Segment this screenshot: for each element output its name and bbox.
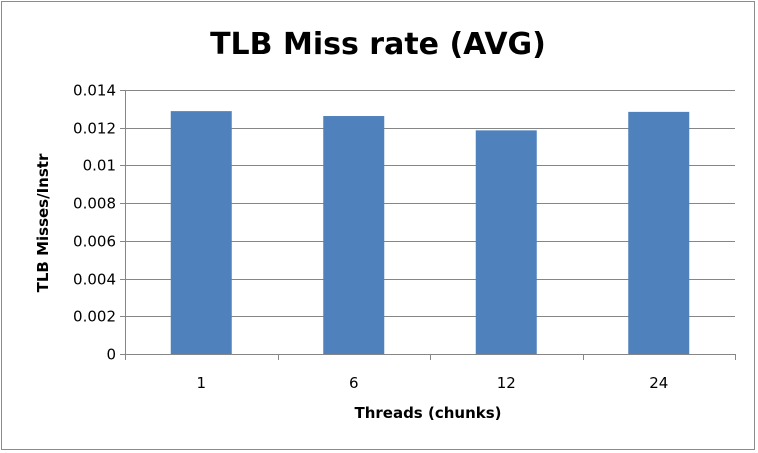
x-tick-label: 24 (649, 374, 668, 392)
y-tick-label: 0.004 (73, 271, 116, 289)
y-tick-label: 0 (106, 346, 116, 364)
y-axis-label: TLB Misses/Instr (34, 153, 52, 292)
bar-1 (170, 111, 232, 355)
bar-24 (628, 111, 690, 354)
bar-12 (475, 130, 537, 354)
y-tick-label: 0.008 (73, 195, 116, 213)
y-tick-label: 0.012 (73, 120, 116, 138)
x-tick-label: 6 (349, 374, 359, 392)
y-tick-label: 0.014 (73, 82, 116, 100)
y-tick-label: 0.01 (83, 157, 116, 175)
x-tick-label: 12 (497, 374, 516, 392)
bars (170, 111, 690, 355)
bar-6 (323, 116, 385, 354)
y-tick-labels: 0 0.002 0.004 0.006 0.008 0.01 0.012 0.014 (73, 82, 116, 364)
x-axis-label: Threads (chunks) (354, 404, 501, 422)
x-tick-labels: 1 6 12 24 (196, 374, 668, 392)
y-tick-label: 0.002 (73, 308, 116, 326)
chart-title: TLB Miss rate (AVG) (210, 27, 546, 62)
x-tick-label: 1 (196, 374, 206, 392)
axes (125, 90, 736, 360)
y-tick-label: 0.006 (73, 233, 116, 251)
